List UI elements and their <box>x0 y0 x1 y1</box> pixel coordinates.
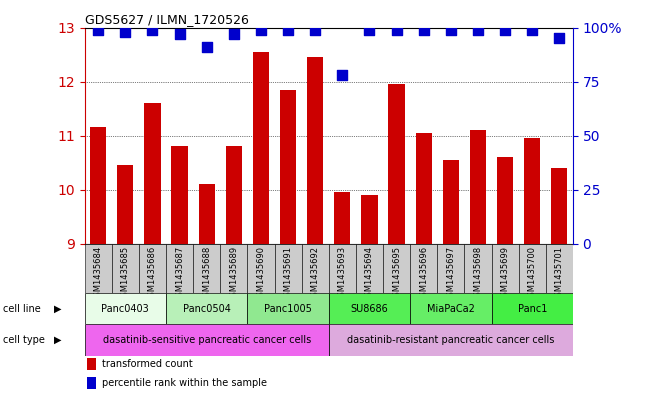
Point <box>473 26 483 33</box>
Text: Panc0403: Panc0403 <box>102 303 149 314</box>
Text: ▶: ▶ <box>54 303 62 314</box>
Point <box>337 72 348 78</box>
Text: GSM1435695: GSM1435695 <box>392 246 401 302</box>
Text: GSM1435689: GSM1435689 <box>229 246 238 302</box>
Point <box>445 26 456 33</box>
Bar <box>90 127 106 244</box>
Text: ▶: ▶ <box>54 335 62 345</box>
Point <box>310 26 320 33</box>
Bar <box>220 244 247 293</box>
Text: cell line: cell line <box>3 303 41 314</box>
Text: Panc1005: Panc1005 <box>264 303 312 314</box>
Bar <box>166 293 247 324</box>
Point <box>202 44 212 50</box>
Point <box>419 26 429 33</box>
Bar <box>470 130 486 244</box>
Text: GSM1435688: GSM1435688 <box>202 246 211 302</box>
Bar <box>334 192 350 244</box>
Bar <box>199 184 215 244</box>
Bar <box>87 358 96 370</box>
Bar <box>329 324 573 356</box>
Text: dasatinib-sensitive pancreatic cancer cells: dasatinib-sensitive pancreatic cancer ce… <box>103 335 311 345</box>
Point <box>93 26 104 33</box>
Text: Panc0504: Panc0504 <box>183 303 230 314</box>
Text: SU8686: SU8686 <box>351 303 388 314</box>
Point <box>174 31 185 37</box>
Point <box>554 35 564 41</box>
Point <box>120 29 130 35</box>
Text: GSM1435697: GSM1435697 <box>447 246 455 302</box>
Bar <box>145 103 161 244</box>
Text: Panc1: Panc1 <box>518 303 547 314</box>
Bar <box>410 244 437 293</box>
Point <box>391 26 402 33</box>
Text: transformed count: transformed count <box>102 359 193 369</box>
Text: GSM1435692: GSM1435692 <box>311 246 320 302</box>
Bar <box>87 376 96 389</box>
Text: GSM1435693: GSM1435693 <box>338 246 347 302</box>
Text: GSM1435685: GSM1435685 <box>121 246 130 302</box>
Bar <box>546 244 573 293</box>
Bar <box>253 52 269 244</box>
Bar <box>247 244 275 293</box>
Text: GSM1435691: GSM1435691 <box>284 246 292 302</box>
Text: dasatinib-resistant pancreatic cancer cells: dasatinib-resistant pancreatic cancer ce… <box>347 335 555 345</box>
Bar <box>193 244 220 293</box>
Bar <box>307 57 324 244</box>
Bar <box>171 146 187 244</box>
Text: GSM1435700: GSM1435700 <box>528 246 536 302</box>
Bar <box>437 244 464 293</box>
Point <box>283 26 293 33</box>
Text: MiaPaCa2: MiaPaCa2 <box>427 303 475 314</box>
Bar <box>275 244 301 293</box>
Bar <box>389 84 405 244</box>
Text: GSM1435687: GSM1435687 <box>175 246 184 302</box>
Text: percentile rank within the sample: percentile rank within the sample <box>102 378 267 387</box>
Text: GDS5627 / ILMN_1720526: GDS5627 / ILMN_1720526 <box>85 13 249 26</box>
Text: GSM1435701: GSM1435701 <box>555 246 564 302</box>
Point <box>500 26 510 33</box>
Bar <box>383 244 410 293</box>
Point <box>527 26 538 33</box>
Bar <box>117 165 133 244</box>
Bar <box>329 244 356 293</box>
Bar <box>329 293 410 324</box>
Text: GSM1435699: GSM1435699 <box>501 246 510 302</box>
Point <box>256 26 266 33</box>
Text: GSM1435690: GSM1435690 <box>256 246 266 302</box>
Bar <box>410 293 492 324</box>
Point <box>229 31 239 37</box>
Bar <box>85 244 112 293</box>
Bar <box>492 244 519 293</box>
Bar <box>226 146 242 244</box>
Bar <box>112 244 139 293</box>
Bar <box>524 138 540 244</box>
Bar <box>247 293 329 324</box>
Text: GSM1435684: GSM1435684 <box>94 246 103 302</box>
Bar <box>361 195 378 244</box>
Bar <box>464 244 492 293</box>
Text: GSM1435698: GSM1435698 <box>473 246 482 302</box>
Bar <box>301 244 329 293</box>
Text: cell type: cell type <box>3 335 45 345</box>
Text: GSM1435686: GSM1435686 <box>148 246 157 302</box>
Bar <box>492 293 573 324</box>
Bar <box>519 244 546 293</box>
Bar <box>551 168 568 244</box>
Text: GSM1435694: GSM1435694 <box>365 246 374 302</box>
Point <box>147 26 158 33</box>
Bar <box>166 244 193 293</box>
Bar <box>497 157 513 244</box>
Bar <box>85 324 329 356</box>
Bar <box>415 133 432 244</box>
Bar <box>443 160 459 244</box>
Text: GSM1435696: GSM1435696 <box>419 246 428 302</box>
Point <box>365 26 375 33</box>
Bar <box>85 293 166 324</box>
Bar <box>280 90 296 244</box>
Bar <box>356 244 383 293</box>
Bar <box>139 244 166 293</box>
